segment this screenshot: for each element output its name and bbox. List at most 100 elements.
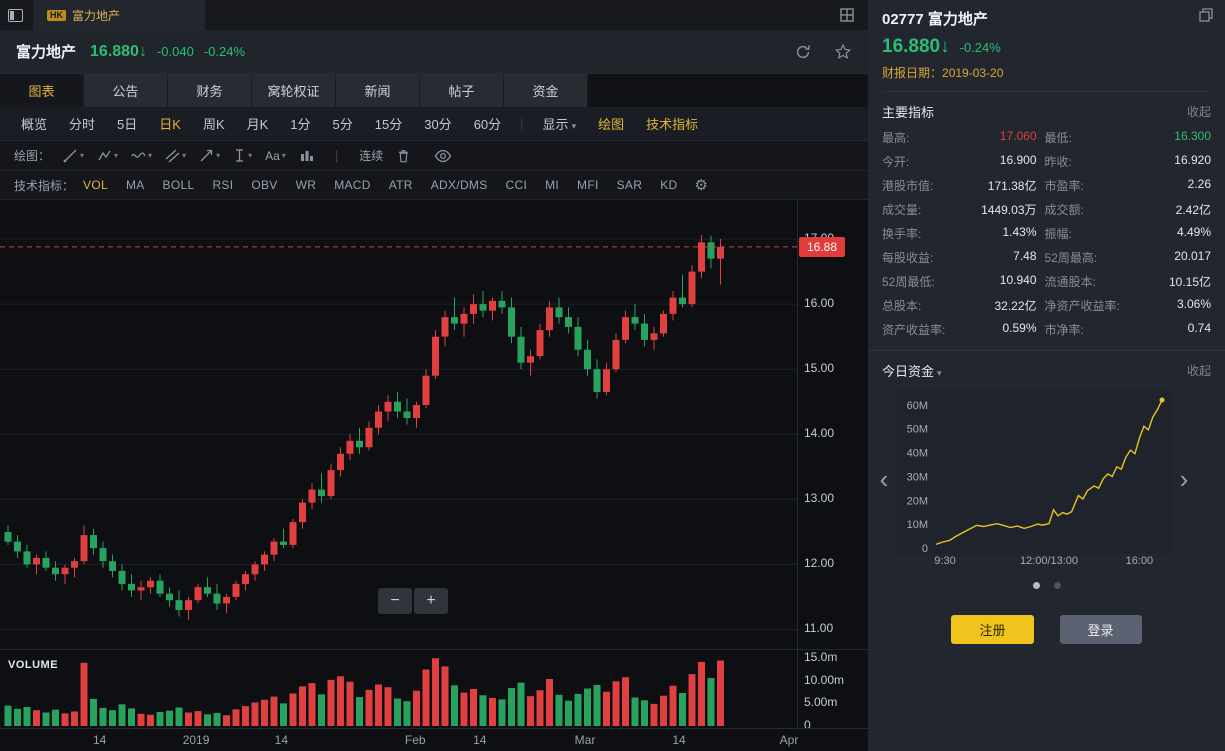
chevron-down-icon: ▾ — [571, 121, 577, 131]
indicator-atr[interactable]: ATR — [388, 178, 413, 192]
register-button[interactable]: 注册 — [951, 615, 1034, 644]
sidebar-toggle-icon[interactable] — [8, 8, 23, 22]
indicator-ma[interactable]: MA — [125, 178, 145, 192]
collapse-metrics-link[interactable]: 收起 — [1186, 105, 1211, 119]
current-price-tag: 16.88 — [799, 236, 845, 257]
eye-visibility-icon[interactable] — [434, 149, 452, 163]
period-week-k[interactable]: 周K — [202, 117, 225, 132]
main-tab-announcements[interactable]: 公告 — [84, 74, 168, 107]
main-tab-news[interactable]: 新闻 — [336, 74, 420, 107]
refresh-icon[interactable] — [794, 43, 812, 61]
today-funds-title[interactable]: 今日资金 ▾ — [882, 364, 942, 379]
period-5min[interactable]: 5分 — [332, 117, 353, 132]
login-button[interactable]: 登录 — [1059, 615, 1142, 644]
drawing-toolbar-label: 绘图： — [14, 149, 51, 163]
indicator-cci[interactable]: CCI — [505, 178, 528, 192]
main-tab-posts[interactable]: 帖子 — [420, 74, 504, 107]
zoom-out-button[interactable]: − — [378, 588, 412, 614]
main-tab-chart[interactable]: 图表 — [0, 74, 84, 107]
metric-value: 0.74 — [1187, 321, 1211, 335]
indicator-mfi[interactable]: MFI — [577, 178, 599, 192]
main-tab-warrants[interactable]: 窝轮权证 — [252, 74, 336, 107]
main-tab-finance[interactable]: 财务 — [168, 74, 252, 107]
main-tab-funds[interactable]: 资金 — [504, 74, 588, 107]
trash-icon[interactable] — [396, 148, 411, 164]
volume-axis-label: 10.00m — [804, 672, 845, 687]
period-intraday[interactable]: 分时 — [69, 117, 96, 132]
channel-tool[interactable]: ▾ — [165, 148, 186, 163]
time-axis[interactable]: 14 2019 14 Feb 14 Mar 14 Apr — [0, 728, 868, 751]
pattern-tool[interactable] — [299, 148, 314, 163]
indicator-mi[interactable]: MI — [545, 178, 560, 192]
continuous-draw-toggle[interactable]: 连续 — [359, 149, 384, 163]
period-month-k[interactable]: 月K — [246, 117, 269, 132]
panel-divider — [0, 649, 868, 650]
funds-flow-chart[interactable]: 60M 50M 40M 30M 20M 10M 0 9:30 12:00/13:00 16:00 — [896, 390, 1172, 568]
chart-area: 17.0016.0015.0014.0013.0012.0011.0015.0m… — [0, 200, 868, 751]
zoom-in-button[interactable]: + — [414, 588, 448, 614]
window-tab-bar: HK 富力地产 — [0, 0, 868, 30]
indicator-kd[interactable]: KD — [660, 178, 678, 192]
indicator-wr[interactable]: WR — [295, 178, 317, 192]
window-restore-icon[interactable] — [1199, 8, 1213, 22]
tech-indicator-menu[interactable]: 技术指标 — [646, 117, 699, 132]
gear-icon[interactable]: ⚙ — [694, 177, 708, 194]
stock-name: 富力地产 — [16, 44, 77, 61]
indicator-rsi[interactable]: RSI — [212, 178, 234, 192]
period-day-k[interactable]: 日K — [159, 117, 181, 132]
metric-label: 净资产收益率: — [1044, 299, 1120, 313]
period-5day[interactable]: 5日 — [117, 117, 138, 132]
display-menu[interactable]: 显示 ▾ — [542, 117, 577, 132]
volume-chart[interactable] — [0, 650, 797, 728]
indicator-vol[interactable]: VOL — [83, 178, 108, 192]
period-1min[interactable]: 1分 — [290, 117, 311, 132]
metric-label: 换手率: — [882, 227, 922, 241]
text-tool[interactable]: Aa ▾ — [265, 148, 286, 163]
candlestick-chart[interactable] — [0, 200, 797, 649]
prev-page-arrow[interactable]: ‹ — [879, 464, 889, 494]
price-axis[interactable]: 17.0016.0015.0014.0013.0012.0011.0015.0m… — [797, 200, 868, 732]
period-30min[interactable]: 30分 — [424, 117, 452, 132]
collapse-funds-link[interactable]: 收起 — [1186, 364, 1211, 378]
polyline-tool[interactable]: ▾ — [97, 148, 118, 163]
indicator-sar[interactable]: SAR — [616, 178, 643, 192]
funds-chart-panel: ‹ 60M 50M 40M 30M 20M 10M 0 9:30 12:00/13:00 16:0… — [868, 390, 1225, 568]
period-overview[interactable]: 概览 — [21, 117, 48, 132]
metric-label: 今开: — [882, 155, 910, 169]
metric-value: 4.49% — [1176, 225, 1211, 239]
period-15min[interactable]: 15分 — [374, 117, 403, 132]
metric-value: 10.940 — [999, 273, 1037, 287]
draw-menu[interactable]: 绘图 — [598, 117, 625, 132]
indicator-obv[interactable]: OBV — [251, 178, 278, 192]
zoom-controls: − + — [378, 588, 448, 614]
measure-tool[interactable]: ▾ — [236, 149, 253, 162]
svg-text:9:30: 9:30 — [934, 555, 955, 567]
stock-tab[interactable]: HK 富力地产 — [33, 0, 205, 30]
favorite-star-icon[interactable] — [834, 43, 852, 61]
key-metrics-header: 主要指标 收起 — [868, 92, 1225, 129]
divider: | — [520, 116, 524, 131]
indicator-boll[interactable]: BOLL — [162, 178, 195, 192]
trend-line-tool[interactable]: ▾ — [63, 148, 84, 163]
metric-value: 1449.03万 — [981, 203, 1037, 217]
page-dot-1[interactable] — [1032, 582, 1040, 589]
page-dot-2[interactable] — [1053, 582, 1061, 589]
volume-axis-label: 15.0m — [804, 650, 838, 665]
stock-tab-label: 富力地产 — [72, 8, 121, 23]
key-metrics-grid: 最高: 17.060 最低: 16.300 今开: 16.900 昨收: 16.920 港股市值… — [868, 129, 1225, 351]
indicator-macd[interactable]: MACD — [334, 178, 371, 192]
next-page-arrow[interactable]: › — [1179, 464, 1189, 494]
x-axis-label: Apr — [779, 733, 799, 747]
stock-header: 富力地产 16.880↓ -0.040 -0.24% — [0, 30, 868, 74]
indicator-adx-dms[interactable]: ADX/DMS — [430, 178, 488, 192]
divider: | — [334, 148, 339, 163]
sidebar-header: 02777 富力地产 16.880↓ -0.24% 财报日期：2019-03-2… — [868, 0, 1225, 92]
current-price: 16.880↓ — [90, 42, 147, 60]
indicator-bar-label: 技术指标： — [14, 178, 75, 193]
period-60min[interactable]: 60分 — [473, 117, 502, 132]
price-change: -0.040 — [156, 44, 194, 59]
arrow-tool[interactable]: ▾ — [199, 148, 220, 163]
layout-grid-icon[interactable] — [840, 8, 854, 22]
today-funds-header: 今日资金 ▾ 收起 — [868, 351, 1225, 388]
wave-tool[interactable]: ▾ — [131, 148, 152, 163]
